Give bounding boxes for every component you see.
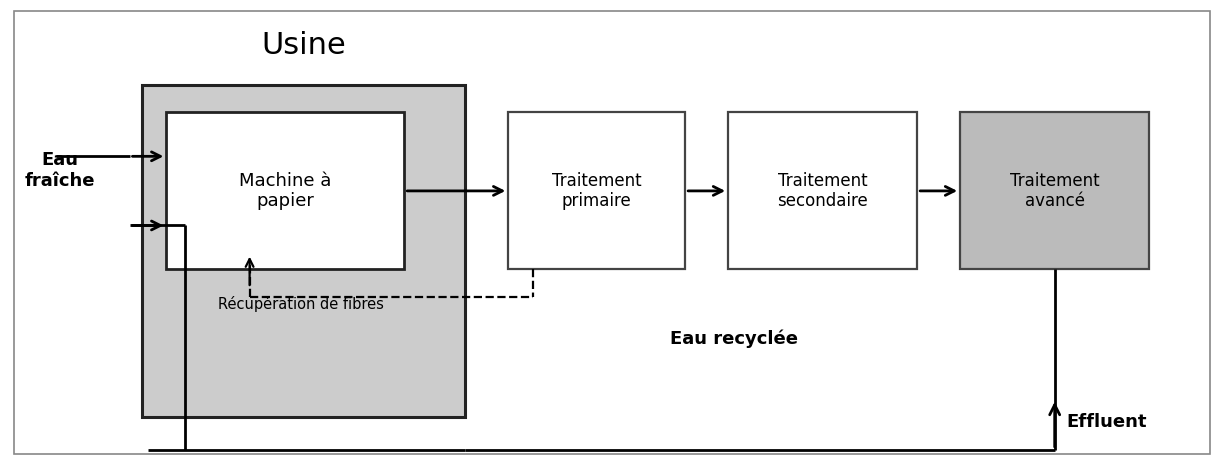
FancyBboxPatch shape [728, 113, 917, 270]
Text: Récupération de fibres: Récupération de fibres [218, 296, 383, 312]
Text: Effluent: Effluent [1066, 413, 1147, 431]
Text: Usine: Usine [261, 31, 346, 60]
Text: Machine à
papier: Machine à papier [239, 172, 332, 210]
Text: Eau recyclée: Eau recyclée [670, 330, 798, 348]
FancyBboxPatch shape [960, 113, 1149, 270]
Text: Traitement
avancé: Traitement avancé [1010, 172, 1099, 210]
FancyBboxPatch shape [166, 113, 404, 270]
Text: Eau
fraîche: Eau fraîche [24, 151, 95, 190]
FancyBboxPatch shape [142, 85, 465, 418]
Text: Traitement
primaire: Traitement primaire [552, 172, 641, 210]
FancyBboxPatch shape [508, 113, 685, 270]
Text: Traitement
secondaire: Traitement secondaire [777, 172, 868, 210]
